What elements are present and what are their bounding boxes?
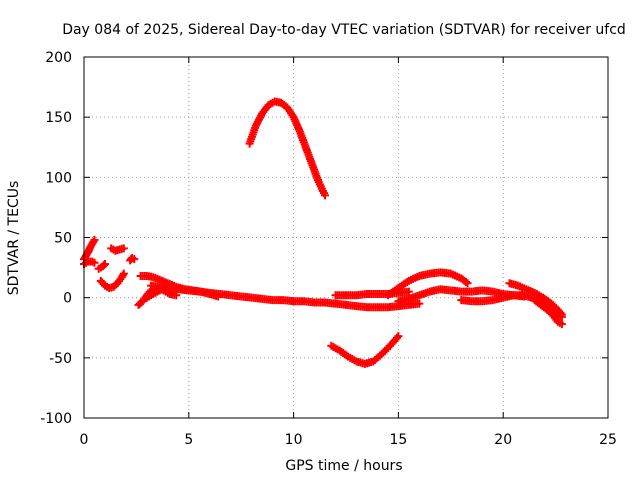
data-point: [119, 269, 128, 278]
data-point: [463, 279, 472, 288]
data-point: [415, 299, 424, 308]
x-tick-label: 20: [494, 432, 512, 448]
data-point: [168, 281, 177, 290]
x-tick-label: 10: [285, 432, 303, 448]
x-tick-label: 15: [389, 432, 407, 448]
data-point: [90, 258, 99, 267]
series-late-a: [505, 279, 566, 319]
data-point: [90, 235, 99, 244]
series-early-c: [94, 259, 109, 273]
y-tick-label: 0: [63, 291, 72, 307]
series-hump: [383, 268, 472, 300]
data-point: [393, 333, 402, 342]
y-tick-label: 150: [45, 110, 72, 126]
data-point: [99, 261, 108, 270]
series-late-b: [530, 296, 566, 329]
axis-ticks: [83, 56, 609, 419]
data-point: [404, 287, 413, 296]
series-early-e: [107, 244, 128, 255]
data-point: [394, 332, 403, 341]
x-axis-label: GPS time / hours: [285, 458, 402, 474]
data-points: [80, 97, 566, 368]
series-arc-dip: [327, 332, 403, 368]
data-point: [557, 310, 566, 319]
y-tick-label: 50: [54, 231, 72, 247]
data-point: [556, 308, 565, 317]
x-tick-label: 0: [80, 432, 89, 448]
data-point: [119, 244, 128, 253]
grid: [84, 57, 608, 418]
x-tick-label: 5: [184, 432, 193, 448]
y-tick-label: 200: [45, 50, 72, 66]
series-band-e: [289, 297, 424, 312]
series-early-b: [80, 257, 99, 268]
data-point: [130, 255, 139, 264]
series-arc-peak: [245, 97, 330, 200]
series-early-a: [80, 235, 99, 264]
data-point: [321, 191, 330, 200]
chart-title: Day 084 of 2025, Sidereal Day-to-day VTE…: [62, 22, 626, 38]
series-early-d: [96, 269, 128, 293]
data-point: [461, 278, 470, 287]
data-point: [100, 259, 109, 268]
y-tick-label: -100: [40, 411, 72, 427]
series-band-d: [142, 281, 177, 302]
y-tick-label: -50: [49, 351, 72, 367]
tick-labels: 0 5 10 15 20 25 -100 -50 0 50 100 150 200: [40, 50, 617, 448]
plot-frame: [83, 56, 609, 419]
series-early-f: [126, 253, 139, 265]
y-tick-label: 100: [45, 170, 72, 186]
y-axis-label: SDTVAR / TECUs: [6, 181, 22, 296]
x-tick-label: 25: [599, 432, 617, 448]
data-point: [557, 320, 566, 329]
